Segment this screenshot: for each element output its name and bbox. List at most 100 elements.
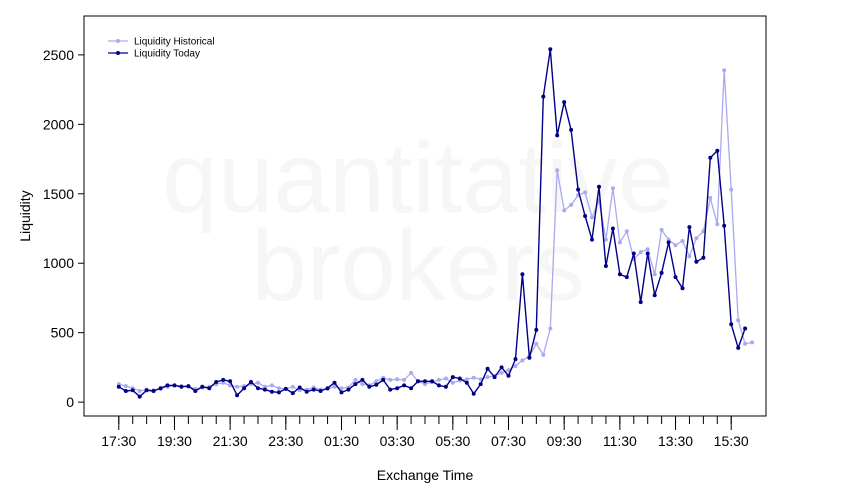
series-1-point-41 [402,383,407,388]
series-1-point-58 [520,272,525,277]
series-0-point-83 [694,236,699,241]
series-0-point-56 [506,368,511,373]
y-tick-label-1: 500 [51,325,75,341]
series-1-point-27 [304,389,309,394]
series-1-point-20 [256,386,260,391]
legend-marker-historical [116,39,120,43]
series-1-point-84 [701,255,706,260]
series-1 [116,47,748,399]
series-1-point-15 [221,377,226,382]
series-0-point-76 [645,247,650,252]
x-tick-label-4: 01:30 [324,433,359,449]
series-0-point-34 [353,377,358,382]
y-axis: 0 500 1000 1500 2000 2500 [43,47,84,410]
x-tick-label-6: 05:30 [435,433,470,449]
series-0-point-87 [722,68,727,73]
series-0-point-57 [513,364,518,368]
series-1-point-89 [736,345,741,350]
series-0-point-46 [436,377,441,382]
series-0-point-26 [297,388,302,393]
series-1-point-46 [436,383,441,388]
series-0-point-53 [485,375,490,380]
series-0-point-72 [617,240,622,245]
x-axis: 17:30 19:30 21:30 23:30 01:30 03:30 05:30 07:30… [101,416,749,449]
series-1-point-70 [603,264,608,268]
series-0-point-44 [423,382,427,387]
series-0-point-78 [659,227,664,232]
series-1-point-32 [339,390,344,395]
series-0-point-1 [123,384,128,389]
series-0-point-79 [666,237,671,242]
series-1-point-49 [457,376,462,381]
series-1-point-17 [235,393,240,398]
legend-marker-today [116,51,120,55]
series-1-point-44 [423,379,427,384]
series-1-point-67 [583,214,588,218]
series-1-point-85 [708,155,713,160]
series-1-point-68 [590,237,594,242]
series-0-point-88 [729,187,734,192]
series-0-point-63 [555,168,560,173]
series-1-point-80 [673,275,678,280]
series-1-point-9 [179,384,184,389]
x-tick-label-2: 21:30 [213,433,248,449]
series-1-point-34 [353,382,358,387]
series-1-point-30 [325,386,330,391]
series-1-point-6 [158,386,163,391]
series-1-point-38 [381,377,386,382]
series-1-point-55 [499,365,504,370]
series-1-point-47 [443,384,448,389]
x-tick-label-9: 11:30 [603,433,637,449]
series-1-point-43 [416,379,420,384]
series-1-point-88 [729,322,734,327]
series-0-point-58 [520,358,525,363]
series-1-point-29 [318,389,323,393]
series-1-point-54 [492,375,497,380]
series-1-point-24 [283,386,288,391]
series-1-point-13 [207,386,212,391]
series-1-point-19 [249,380,253,384]
series-0-point-51 [471,375,476,380]
series-layer [116,47,755,399]
series-1-point-5 [151,389,156,393]
series-1-point-69 [597,184,601,189]
series-1-point-1 [123,389,128,393]
series-0-point-23 [276,386,281,391]
series-0-point-55 [499,370,504,375]
series-0-point-25 [290,384,295,389]
series-0-point-22 [269,383,274,388]
x-tick-label-8: 09:30 [547,433,582,449]
series-1-point-35 [360,377,365,382]
series-1-point-72 [617,272,622,277]
series-1-point-11 [193,389,198,393]
series-1-point-0 [116,384,121,389]
series-0-point-62 [548,326,553,331]
series-1-point-76 [645,251,650,256]
series-1-point-63 [555,133,560,138]
series-1-point-37 [374,382,379,387]
series-1-point-81 [680,286,685,291]
series-1-point-2 [130,388,135,393]
series-0-point-75 [638,250,643,255]
series-0-point-85 [708,195,713,200]
series-0-point-73 [624,229,629,234]
watermark-line-2: brokers [251,210,584,322]
series-1-point-64 [562,100,567,105]
x-tick-label-3: 23:30 [268,433,303,449]
series-1-point-12 [200,384,205,389]
series-1-point-87 [722,223,727,228]
series-0-point-60 [534,341,539,346]
series-0-point-50 [464,377,469,382]
x-tick-label-7: 07:30 [491,433,526,449]
series-0-point-81 [680,239,685,243]
series-1-point-73 [624,275,629,280]
series-0-point-80 [673,243,678,248]
series-0-point-39 [388,377,393,382]
series-1-point-26 [297,385,302,390]
series-1-point-60 [534,327,539,332]
x-tick-label-10: 13:30 [658,433,693,449]
series-0-point-21 [262,384,267,389]
series-1-point-48 [450,375,455,380]
x-tick-label-1: 19:30 [157,433,192,449]
